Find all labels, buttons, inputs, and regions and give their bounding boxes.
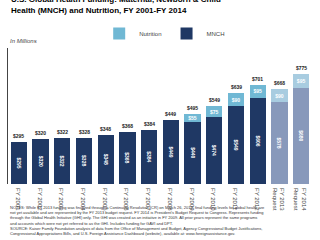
svg-text:FY 2001: FY 2001 [15, 188, 21, 211]
svg-text:$95: $95 [297, 78, 306, 84]
svg-text:$549: $549 [209, 97, 220, 103]
svg-text:$639: $639 [231, 84, 242, 90]
svg-text:FY 2005: FY 2005 [102, 188, 108, 211]
svg-text:$55: $55 [188, 115, 197, 121]
svg-text:$775: $775 [296, 65, 307, 71]
svg-text:$384: $384 [144, 121, 155, 127]
svg-text:$322: $322 [59, 156, 65, 167]
svg-text:$606: $606 [255, 135, 261, 146]
svg-text:$384: $384 [146, 151, 152, 162]
svg-text:FY 2002: FY 2002 [37, 188, 43, 211]
svg-text:$368: $368 [124, 152, 130, 163]
svg-text:In Millions: In Millions [10, 38, 37, 44]
svg-text:$75: $75 [210, 109, 219, 115]
svg-text:FY 2008: FY 2008 [167, 188, 173, 211]
svg-text:$701: $701 [252, 76, 263, 82]
svg-text:$328: $328 [81, 155, 87, 166]
svg-text:$449: $449 [165, 111, 176, 117]
svg-text:$668: $668 [274, 80, 285, 86]
svg-text:FY 2013Request: FY 2013Request [272, 188, 286, 211]
svg-text:$322: $322 [57, 129, 68, 135]
svg-text:$95: $95 [253, 88, 262, 94]
svg-text:MNCH: MNCH [207, 31, 225, 37]
svg-text:$549: $549 [233, 139, 239, 150]
svg-text:FY 2012: FY 2012 [254, 188, 260, 211]
svg-text:$449: $449 [168, 147, 174, 158]
svg-text:$680: $680 [298, 130, 304, 141]
svg-text:FY 2007: FY 2007 [145, 188, 151, 211]
svg-text:FY 2003: FY 2003 [58, 188, 64, 211]
svg-text:Nutrition: Nutrition [139, 31, 161, 37]
svg-text:FY 2006: FY 2006 [123, 188, 129, 211]
svg-text:$295: $295 [16, 157, 22, 168]
svg-text:$90: $90 [275, 93, 284, 99]
svg-text:FY 2011: FY 2011 [232, 188, 238, 211]
svg-text:$90: $90 [232, 97, 241, 103]
svg-text:$348: $348 [100, 126, 111, 132]
svg-text:NOTES: While FY 2013 funding w: NOTES: While FY 2013 funding was finaliz… [10, 205, 265, 236]
svg-text:U.S. Global Health Funding: Ma: U.S. Global Health Funding: Maternal, Ne… [11, 0, 221, 15]
svg-text:FY 2004: FY 2004 [80, 188, 86, 211]
svg-text:$348: $348 [103, 154, 109, 165]
svg-text:$368: $368 [122, 123, 133, 129]
svg-text:FY 2009: FY 2009 [189, 188, 195, 211]
svg-text:$328: $328 [79, 129, 90, 135]
svg-text:FY 2014Request: FY 2014Request [293, 188, 307, 211]
svg-text:$440: $440 [190, 147, 196, 158]
svg-text:$495: $495 [187, 105, 198, 111]
svg-text:$320: $320 [38, 156, 44, 167]
svg-text:$320: $320 [35, 130, 46, 136]
svg-text:$578: $578 [276, 137, 282, 148]
svg-text:$474: $474 [211, 145, 217, 156]
svg-text:FY 2010: FY 2010 [210, 188, 216, 211]
svg-text:$295: $295 [13, 133, 24, 139]
